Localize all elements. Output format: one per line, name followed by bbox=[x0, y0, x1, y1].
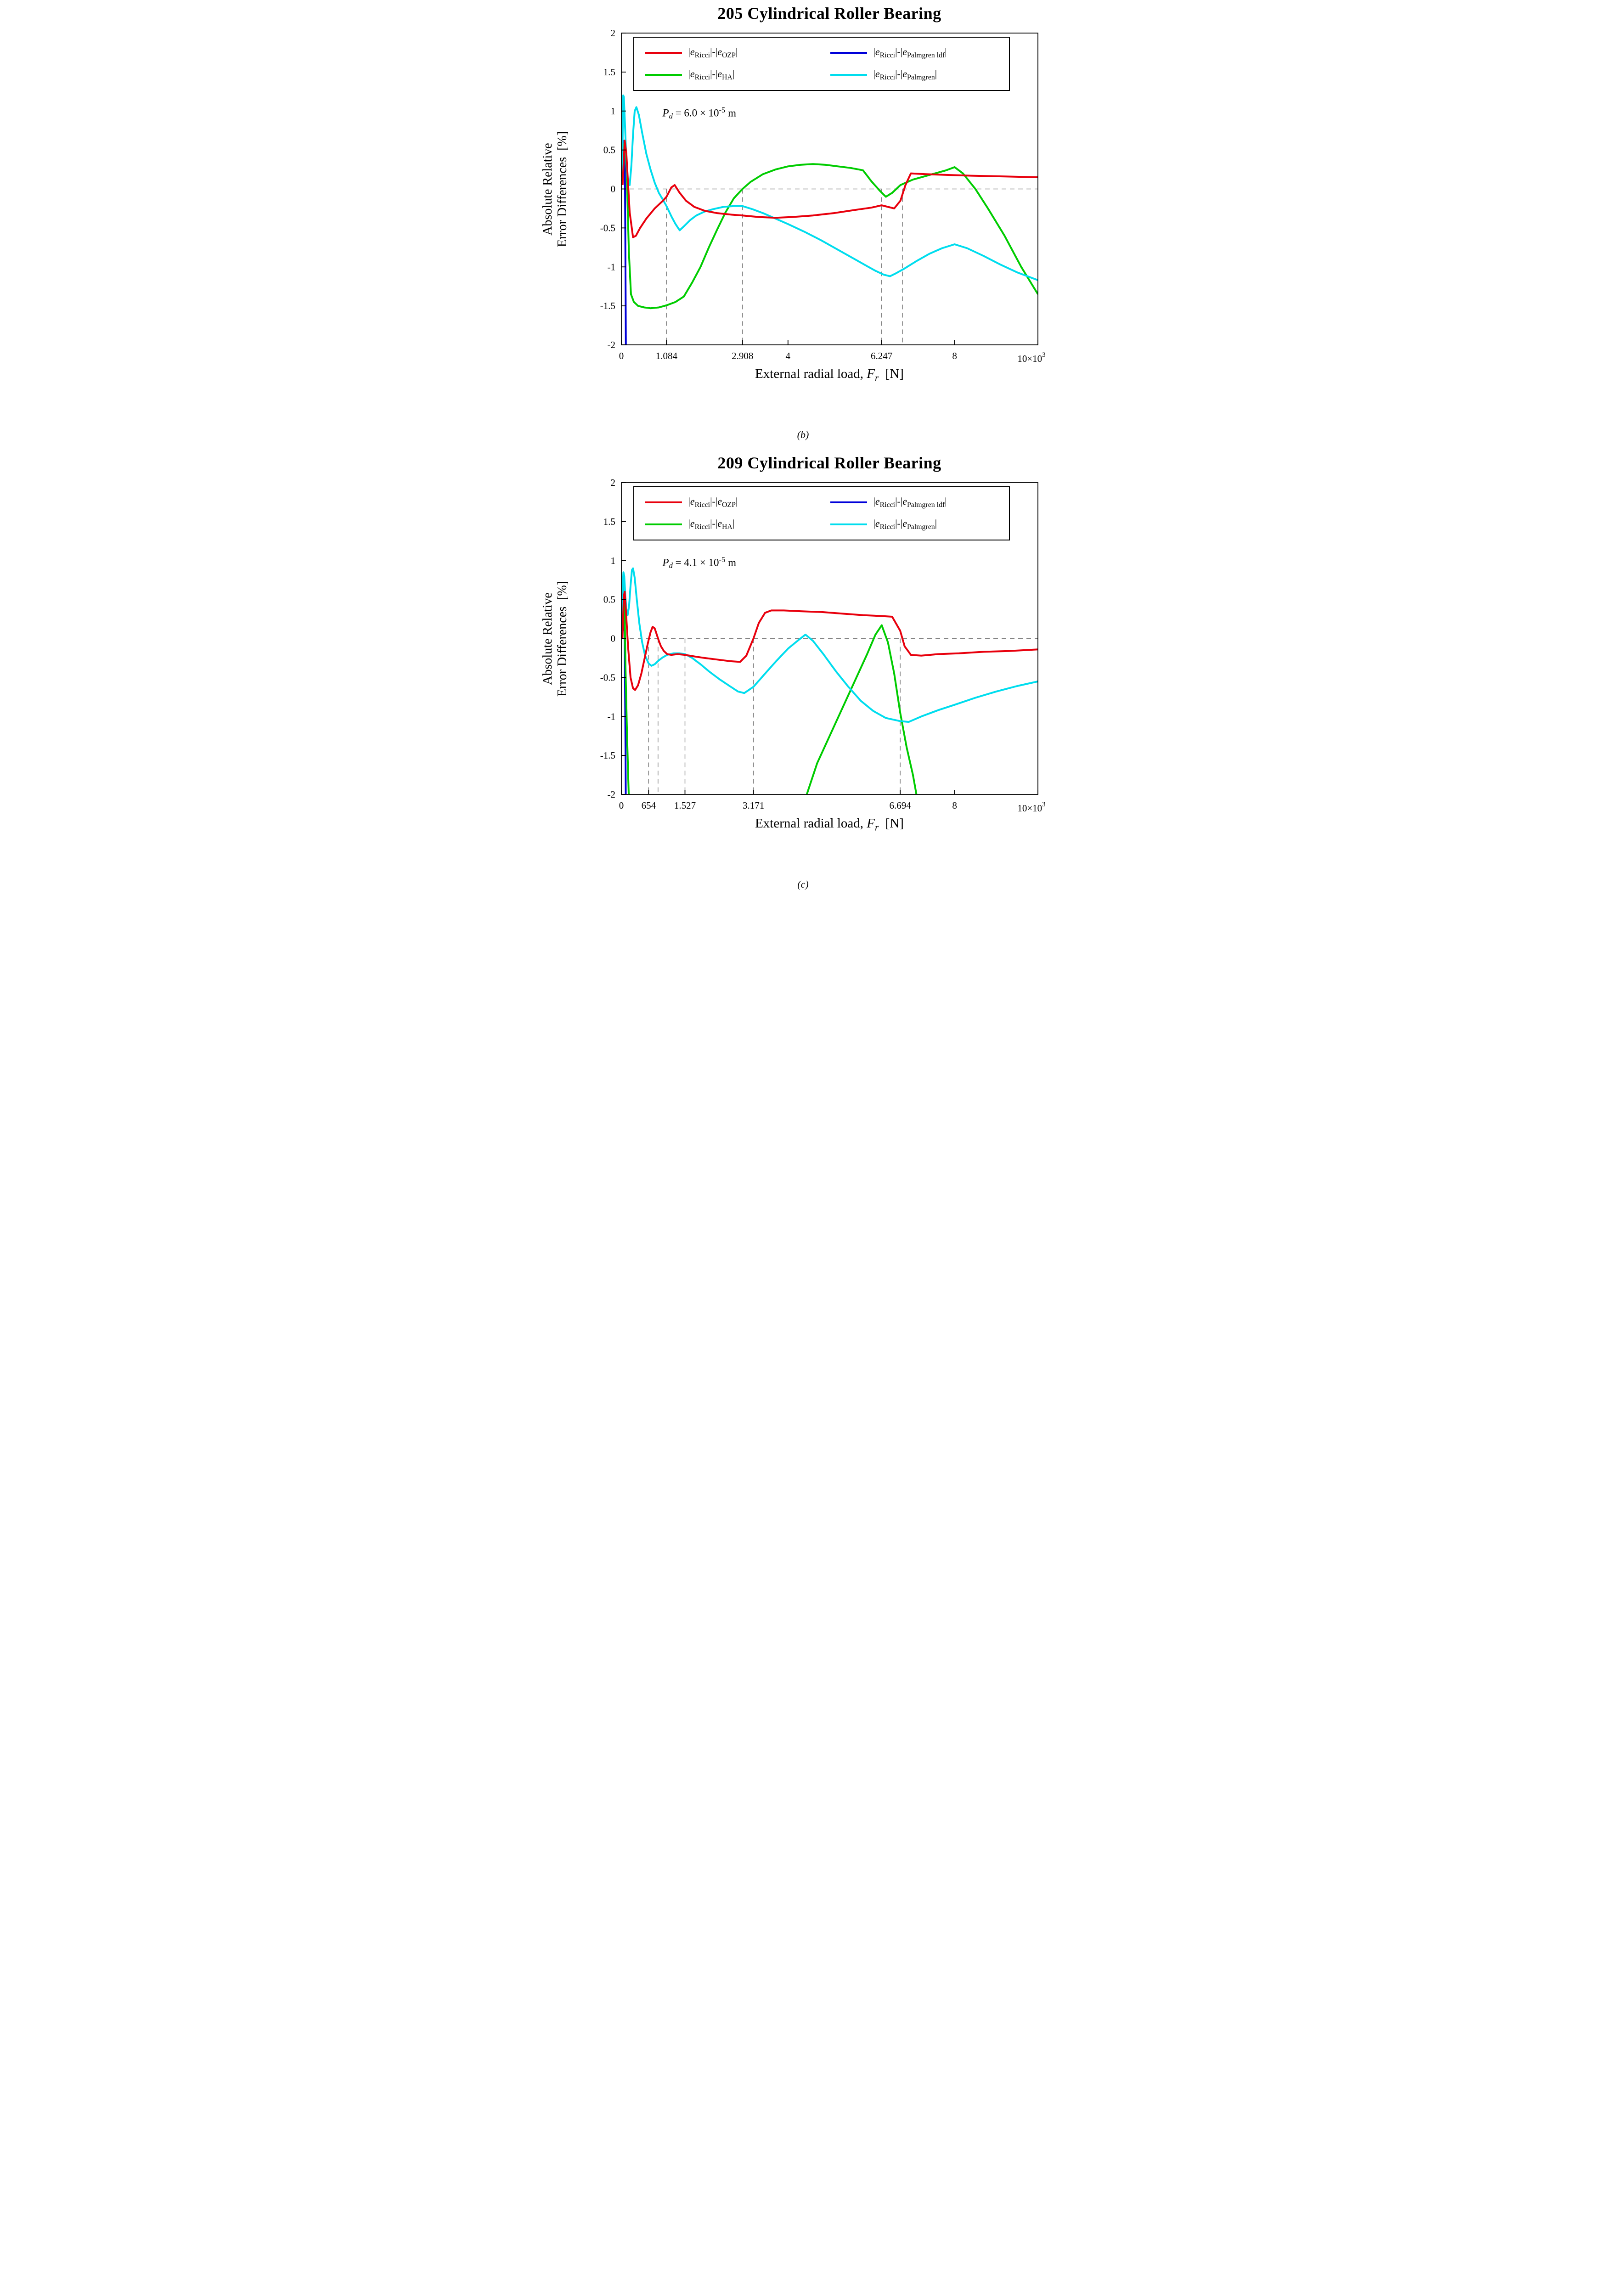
legend-line-sample-ricci-palmgren-ldf bbox=[830, 501, 867, 503]
svg-text:3.171: 3.171 bbox=[742, 800, 764, 811]
svg-text:-1.5: -1.5 bbox=[600, 300, 615, 311]
legend-label-ricci-palmgren: |eRicci|-|ePalmgren| bbox=[873, 68, 937, 81]
y-axis-label-line-1: Absolute Relative bbox=[540, 143, 555, 236]
svg-text:1.5: 1.5 bbox=[603, 516, 615, 527]
svg-text:0: 0 bbox=[619, 800, 624, 811]
legend-label-ricci-ozp: |eRicci|-|eOZP| bbox=[688, 495, 738, 509]
svg-text:8: 8 bbox=[952, 350, 957, 361]
legend-label-ricci-palmgren-ldf: |eRicci|-|ePalmgren ldf| bbox=[873, 46, 947, 59]
svg-text:10×103: 10×103 bbox=[1017, 801, 1045, 814]
x-axis-label: External radial load, Fr [N] bbox=[755, 816, 904, 833]
svg-text:2.908: 2.908 bbox=[732, 350, 753, 361]
legend: |eRicci|-|eOZP| |eRicci|-|ePalmgren ldf| |… bbox=[633, 486, 1010, 540]
svg-text:8: 8 bbox=[952, 800, 957, 811]
svg-text:1: 1 bbox=[610, 555, 615, 566]
svg-text:0.5: 0.5 bbox=[603, 145, 615, 156]
legend-label-ricci-palmgren-ldf: |eRicci|-|ePalmgren ldf| bbox=[873, 495, 947, 509]
legend-item-ricci-palmgren-ldf: |eRicci|-|ePalmgren ldf| bbox=[830, 45, 1004, 61]
svg-text:-0.5: -0.5 bbox=[600, 222, 615, 233]
figure: 0 1.084 2.908 4 6.247 8 10×103 2 1.5 1 0.5 0 -0.5 -1 -… bbox=[535, 0, 1071, 899]
svg-text:10×103: 10×103 bbox=[1017, 351, 1045, 364]
y-axis-label-line-2: Error Differences [%] bbox=[555, 580, 569, 697]
svg-text:-2: -2 bbox=[607, 789, 615, 800]
svg-text:2: 2 bbox=[610, 477, 615, 488]
x-axis-label: External radial load, Fr [N] bbox=[755, 366, 904, 383]
plot-area-209: 0 654 1.527 3.171 6.694 8 10×103 2 1.5 1 0.5 0 -0.5 -… bbox=[600, 477, 1045, 814]
legend-label-ricci-ha: |eRicci|-|eHA| bbox=[688, 68, 735, 81]
legend-line-sample-ricci-ozp bbox=[645, 501, 682, 503]
plot-area-205: 0 1.084 2.908 4 6.247 8 10×103 2 1.5 1 0.5 0 -0.5 -1 -… bbox=[600, 28, 1045, 364]
chart-title: 209 Cylindrical Roller Bearing bbox=[717, 454, 941, 472]
svg-text:1: 1 bbox=[610, 106, 615, 117]
legend-line-sample-ricci-ha bbox=[645, 523, 682, 525]
pd-annotation: Pd = 6.0 × 10-5 m bbox=[662, 106, 736, 121]
svg-text:0.5: 0.5 bbox=[603, 594, 615, 605]
svg-text:1.527: 1.527 bbox=[674, 800, 695, 811]
legend-line-sample-ricci-palmgren bbox=[830, 74, 867, 76]
legend-label-ricci-ozp: |eRicci|-|eOZP| bbox=[688, 46, 738, 59]
pd-annotation: Pd = 4.1 × 10-5 m bbox=[662, 555, 736, 570]
legend-item-ricci-ha: |eRicci|-|eHA| bbox=[645, 516, 830, 533]
legend-item-ricci-palmgren: |eRicci|-|ePalmgren| bbox=[830, 516, 1004, 533]
chart-section-205: 0 1.084 2.908 4 6.247 8 10×103 2 1.5 1 0.5 0 -0.5 -1 -… bbox=[535, 0, 1071, 450]
legend-label-ricci-ha: |eRicci|-|eHA| bbox=[688, 518, 735, 531]
svg-text:654: 654 bbox=[641, 800, 656, 811]
chart-section-209: 0 654 1.527 3.171 6.694 8 10×103 2 1.5 1 0.5 0 -0.5 -… bbox=[535, 450, 1071, 899]
svg-text:-1: -1 bbox=[607, 261, 615, 272]
subfigure-label-c: (c) bbox=[797, 878, 809, 890]
svg-text:-2: -2 bbox=[607, 339, 615, 350]
svg-text:6.694: 6.694 bbox=[889, 800, 911, 811]
svg-text:6.247: 6.247 bbox=[870, 350, 892, 361]
svg-text:0: 0 bbox=[619, 350, 624, 361]
svg-text:2: 2 bbox=[610, 28, 615, 39]
y-axis-label-line-1: Absolute Relative bbox=[540, 592, 555, 685]
svg-text:1.5: 1.5 bbox=[603, 67, 615, 78]
legend-line-sample-ricci-palmgren bbox=[830, 523, 867, 525]
legend-item-ricci-palmgren-ldf: |eRicci|-|ePalmgren ldf| bbox=[830, 494, 1004, 511]
svg-text:4: 4 bbox=[785, 350, 790, 361]
legend-item-ricci-palmgren: |eRicci|-|ePalmgren| bbox=[830, 67, 1004, 83]
svg-text:-1.5: -1.5 bbox=[600, 750, 615, 761]
svg-text:0: 0 bbox=[610, 633, 615, 644]
legend-item-ricci-ha: |eRicci|-|eHA| bbox=[645, 67, 830, 83]
svg-text:-0.5: -0.5 bbox=[600, 672, 615, 683]
legend: |eRicci|-|eOZP| |eRicci|-|ePalmgren ldf| |… bbox=[633, 37, 1010, 91]
legend-line-sample-ricci-ha bbox=[645, 74, 682, 76]
legend-line-sample-ricci-palmgren-ldf bbox=[830, 52, 867, 54]
svg-text:-1: -1 bbox=[607, 711, 615, 722]
svg-text:0: 0 bbox=[610, 184, 615, 195]
legend-item-ricci-ozp: |eRicci|-|eOZP| bbox=[645, 45, 830, 61]
legend-label-ricci-palmgren: |eRicci|-|ePalmgren| bbox=[873, 518, 937, 531]
svg-text:1.084: 1.084 bbox=[655, 350, 677, 361]
legend-line-sample-ricci-ozp bbox=[645, 52, 682, 54]
y-axis-label-line-2: Error Differences [%] bbox=[555, 131, 569, 248]
chart-title: 205 Cylindrical Roller Bearing bbox=[717, 4, 941, 23]
subfigure-label-b: (b) bbox=[797, 429, 809, 440]
legend-item-ricci-ozp: |eRicci|-|eOZP| bbox=[645, 494, 830, 511]
